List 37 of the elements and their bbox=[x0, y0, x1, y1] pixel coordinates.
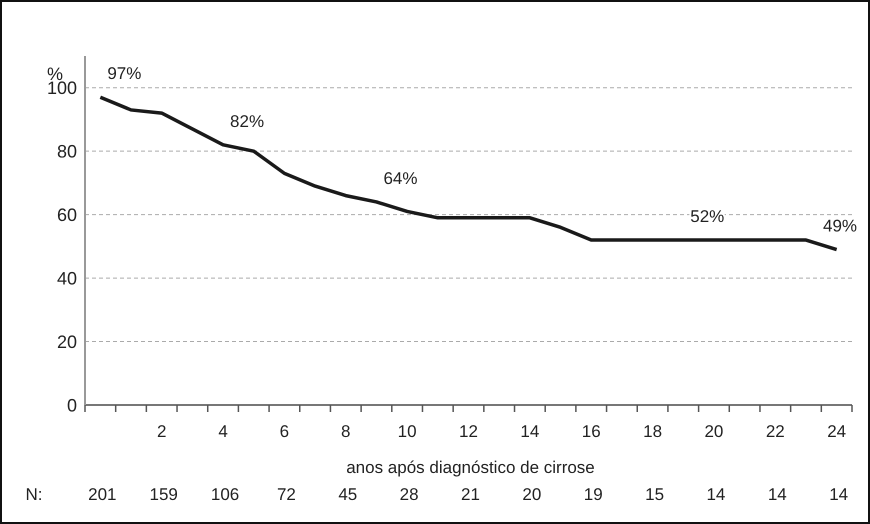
x-tick-label: 20 bbox=[704, 422, 724, 441]
x-tick-label: 22 bbox=[766, 422, 785, 441]
y-tick-label: 40 bbox=[56, 268, 77, 288]
text: 28 bbox=[400, 485, 419, 504]
text: 106 bbox=[210, 485, 240, 504]
y-tick-label: 0 bbox=[66, 395, 77, 416]
text: 159 bbox=[150, 485, 178, 504]
x-tick-label: 8 bbox=[341, 422, 351, 441]
annotation: 97% bbox=[107, 64, 142, 84]
x-tick-label: 12 bbox=[459, 422, 478, 441]
x-tick-label: 4 bbox=[218, 422, 228, 441]
x-axis-title: anos após diagnóstico de cirrose bbox=[346, 458, 595, 477]
x-tick-label: 14 bbox=[520, 422, 540, 441]
text: 20 bbox=[522, 485, 542, 504]
annotation: 52% bbox=[690, 206, 724, 226]
annotation: 82% bbox=[230, 112, 264, 131]
annotation: 64% bbox=[383, 168, 418, 188]
text: 45 bbox=[338, 485, 358, 504]
y-tick-label: 20 bbox=[56, 332, 77, 352]
text: N: bbox=[26, 485, 42, 504]
text: 15 bbox=[645, 485, 664, 504]
x-tick-label: 24 bbox=[827, 422, 846, 441]
y-tick-label: 80 bbox=[56, 142, 77, 162]
text: 72 bbox=[276, 485, 296, 504]
annotation: 49% bbox=[822, 216, 858, 236]
text: 201 bbox=[88, 485, 117, 504]
text: 21 bbox=[461, 485, 480, 504]
x-tick-label: 2 bbox=[156, 422, 166, 441]
x-tick-label: 16 bbox=[582, 422, 601, 441]
x-tick-label: 6 bbox=[280, 422, 290, 441]
x-tick-label: 18 bbox=[643, 422, 662, 441]
x-tick-label: 10 bbox=[398, 422, 417, 441]
text: 19 bbox=[584, 485, 603, 504]
text: 14 bbox=[829, 485, 848, 504]
y-tick-label: 60 bbox=[56, 205, 77, 226]
text: 14 bbox=[706, 485, 726, 504]
text: 14 bbox=[768, 485, 787, 504]
